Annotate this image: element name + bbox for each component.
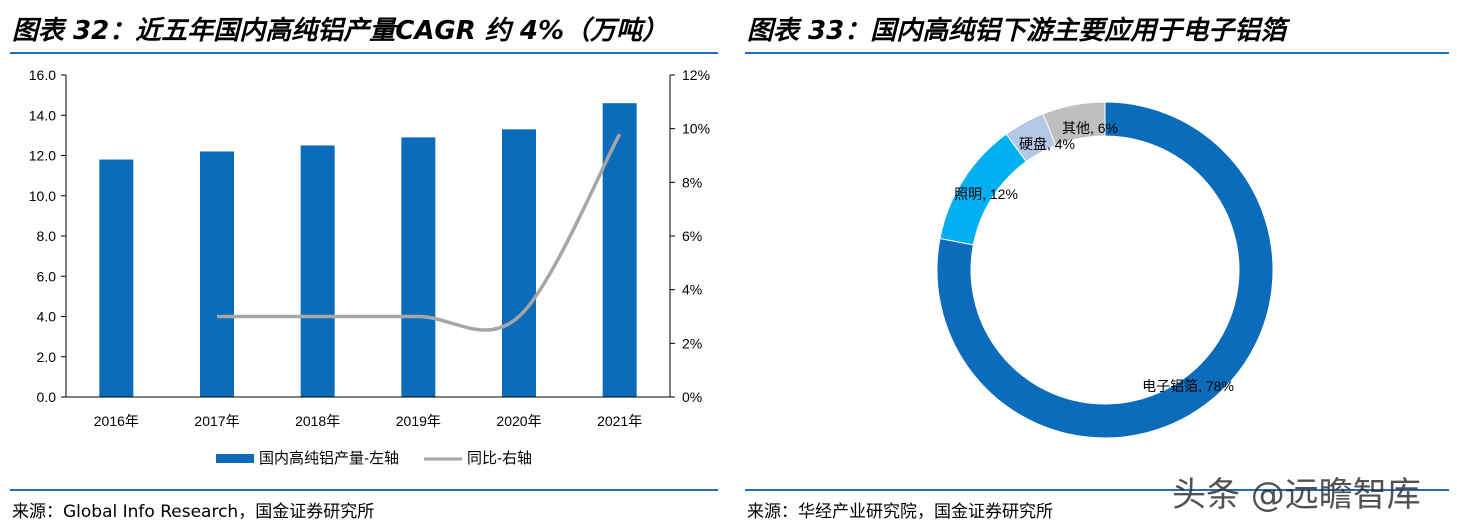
- left-y-tick-label: 16.0: [29, 67, 56, 83]
- x-tick-label: 2021年: [597, 413, 642, 429]
- left-y-tick-label: 6.0: [37, 268, 57, 284]
- bar-2016年: [99, 159, 134, 397]
- donut-label-硬盘: 硬盘, 4%: [1019, 136, 1075, 152]
- right-source: 来源：华经产业研究院，国金证券研究所: [747, 502, 1053, 522]
- x-tick-label: 2016年: [94, 413, 139, 429]
- left-title-rule: [10, 52, 718, 54]
- right-y-tick-label: 10%: [682, 121, 710, 137]
- legend-line-label: 同比-右轴: [467, 450, 532, 467]
- donut-chart: 电子铝箔, 78% 照明, 12% 硬盘, 4%其他, 6%: [936, 101, 1274, 439]
- left-y-tick-label: 10.0: [29, 188, 56, 204]
- donut-label-其他: 其他, 6%: [1062, 120, 1118, 136]
- donut-slice-电子铝箔: [936, 101, 1274, 439]
- right-y-tick-label: 4%: [682, 282, 702, 298]
- left-y-tick-label: 4.0: [37, 309, 57, 325]
- bar-2021年: [602, 103, 637, 398]
- bar-2018年: [300, 145, 335, 397]
- bar-2017年: [200, 151, 234, 397]
- left-y-tick-label: 8.0: [37, 228, 57, 244]
- yoy-line: [217, 133, 622, 332]
- legend-bar-label: 国内高纯铝产量-左轴: [259, 450, 399, 467]
- right-y-tick-label: 0%: [682, 389, 702, 405]
- x-tick-label: 2017年: [194, 413, 239, 429]
- bar-2019年: [401, 137, 436, 397]
- left-y-tick-label: 2.0: [37, 349, 57, 365]
- bar-2020年: [502, 129, 536, 397]
- donut-slice-其他: [1042, 101, 1106, 147]
- x-tick-label: 2019年: [396, 413, 441, 429]
- left-y-tick-label: 12.0: [29, 148, 56, 164]
- right-source-rule: [745, 489, 1449, 491]
- donut-label-照明: 照明, 12%: [954, 186, 1018, 202]
- right-y-tick-label: 2%: [682, 335, 702, 351]
- right-y-tick-label: 12%: [682, 67, 710, 83]
- legend-bar-swatch: [216, 454, 254, 463]
- x-tick-label: 2018年: [295, 413, 340, 429]
- donut-label-电子铝箔: 电子铝箔, 78%: [1142, 378, 1234, 394]
- bar-line-chart: 0.0 2.0 4.0 6.0 8.0 10.0 12.0 14.0 16.0 0% 2% 4% 6% 8…: [29, 67, 710, 467]
- left-source-rule: [10, 489, 718, 491]
- left-source: 来源：Global Info Research，国金证券研究所: [12, 502, 375, 522]
- watermark: 头条 @远瞻智库: [1172, 475, 1421, 515]
- left-chart-title: 图表 32：近五年国内高纯铝产量CAGR 约 4%（万吨）: [12, 16, 669, 46]
- right-title-rule: [745, 52, 1449, 54]
- left-y-tick-label: 14.0: [29, 107, 56, 123]
- x-tick-label: 2020年: [496, 413, 541, 429]
- left-y-tick-label: 0.0: [37, 389, 57, 405]
- right-y-tick-label: 8%: [682, 174, 702, 190]
- right-chart-title: 图表 33：国内高纯铝下游主要应用于电子铝箔: [747, 16, 1287, 46]
- right-y-tick-label: 6%: [682, 228, 702, 244]
